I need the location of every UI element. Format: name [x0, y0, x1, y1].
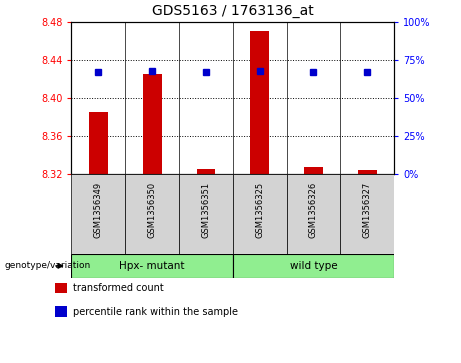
- Bar: [250, 31, 269, 174]
- Bar: [55, 283, 67, 293]
- Bar: [233, 174, 287, 254]
- Text: genotype/variation: genotype/variation: [5, 261, 91, 270]
- Bar: [304, 167, 323, 174]
- Text: GSM1356326: GSM1356326: [309, 182, 318, 238]
- Bar: [196, 170, 215, 174]
- Bar: [125, 174, 179, 254]
- Text: wild type: wild type: [290, 261, 337, 271]
- Text: percentile rank within the sample: percentile rank within the sample: [72, 307, 237, 317]
- Text: Hpx- mutant: Hpx- mutant: [119, 261, 185, 271]
- Bar: [89, 112, 108, 174]
- Bar: [55, 306, 67, 317]
- Text: GSM1356325: GSM1356325: [255, 182, 264, 238]
- Bar: [287, 174, 340, 254]
- Bar: [179, 174, 233, 254]
- Text: transformed count: transformed count: [72, 283, 163, 293]
- Bar: [71, 254, 233, 278]
- Title: GDS5163 / 1763136_at: GDS5163 / 1763136_at: [152, 4, 313, 18]
- Bar: [233, 254, 394, 278]
- Text: GSM1356327: GSM1356327: [363, 182, 372, 238]
- Bar: [358, 171, 377, 174]
- Text: GSM1356350: GSM1356350: [148, 182, 157, 238]
- Text: GSM1356349: GSM1356349: [94, 182, 103, 238]
- Bar: [340, 174, 394, 254]
- Bar: [143, 74, 161, 174]
- Text: GSM1356351: GSM1356351: [201, 182, 210, 238]
- Bar: [71, 174, 125, 254]
